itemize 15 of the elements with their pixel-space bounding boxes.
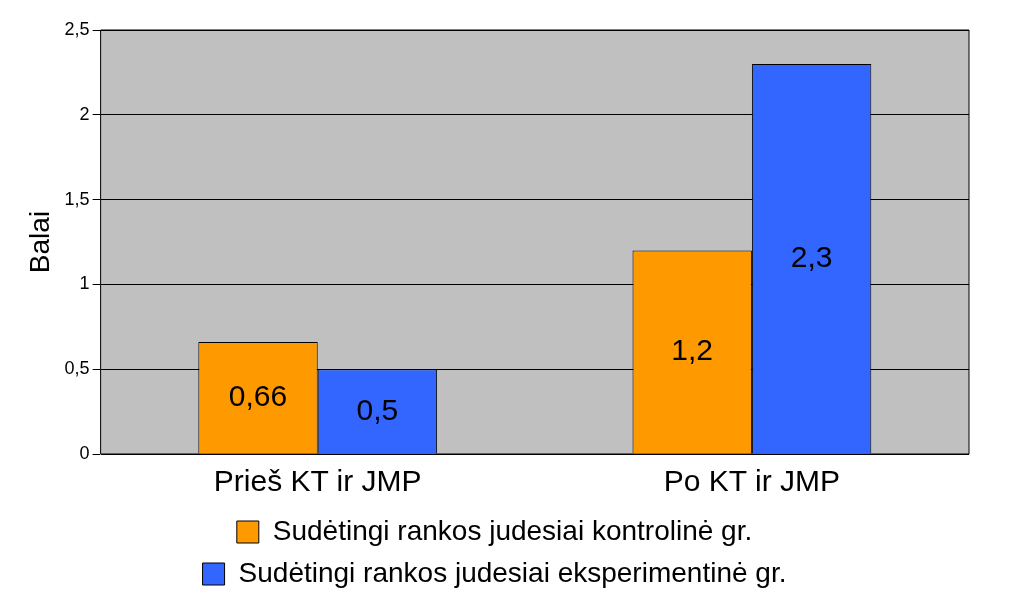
y-tick-label: 1,5 (64, 188, 90, 209)
y-tick-label: 0,5 (64, 358, 90, 379)
y-tick-label: 0 (79, 442, 90, 463)
y-tick-label: 2 (79, 103, 90, 124)
legend-label: Sudėtingi rankos judesiai eksperimentinė gr. (238, 556, 787, 588)
data-label: 1,2 (671, 333, 714, 367)
y-tick-label: 1 (79, 273, 90, 294)
x-tick-label: Prieš KT ir JMP (213, 464, 422, 498)
y-tick-label: 2,5 (64, 18, 90, 39)
legend-label: Sudėtingi rankos judesiai kontrolinė gr. (272, 514, 753, 546)
data-label: 0,66 (228, 379, 288, 413)
data-label: 2,3 (790, 239, 833, 273)
data-label: 0,5 (356, 392, 399, 426)
y-axis-title: Balai (23, 210, 55, 274)
x-tick-label: Po KT ir JMP (663, 464, 840, 498)
